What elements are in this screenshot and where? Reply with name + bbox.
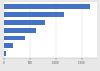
Bar — [4, 12, 64, 17]
Bar — [4, 28, 36, 33]
Bar — [4, 43, 13, 48]
Bar — [4, 4, 90, 9]
Bar — [4, 36, 25, 40]
Bar — [4, 20, 45, 25]
Bar — [4, 51, 6, 56]
